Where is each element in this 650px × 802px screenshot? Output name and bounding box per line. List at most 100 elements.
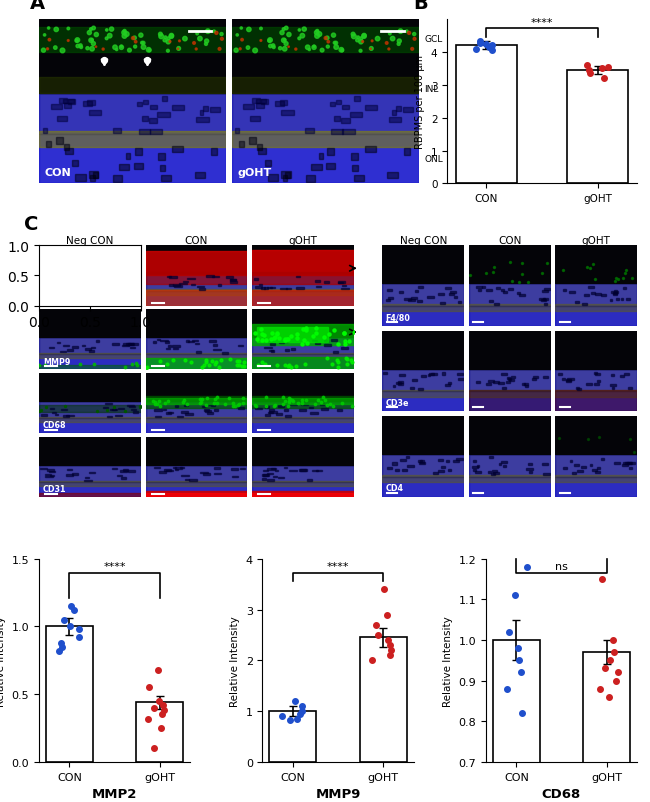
Bar [266,287,272,289]
Point [44,34,55,47]
Bar [126,344,133,346]
Bar [317,286,320,288]
Bar [412,380,417,382]
Point [75,358,85,371]
Bar [207,404,211,406]
Bar [127,405,134,407]
Bar [39,481,140,487]
Bar [92,279,99,281]
Point [142,361,152,374]
Point [83,43,93,55]
Point [250,45,261,58]
Point [394,35,404,48]
Bar [343,130,355,135]
Bar [601,458,604,460]
Point [297,397,307,410]
Bar [491,473,495,476]
Bar [87,100,95,106]
Point [325,399,335,411]
Point [195,397,205,410]
Text: ****: **** [327,561,349,571]
Point [88,38,99,51]
Point [228,400,239,413]
Point [284,392,294,405]
Point [40,358,50,371]
Bar [456,47,517,184]
Point [291,360,302,373]
Point [336,44,346,57]
Point [554,431,564,444]
Bar [39,132,226,148]
Point [294,33,304,46]
Bar [489,457,493,459]
Bar [205,411,211,412]
Point [88,358,99,371]
Bar [621,298,623,301]
Text: MMP2: MMP2 [43,294,71,302]
Bar [285,350,289,351]
Point [110,42,120,55]
Point [163,395,174,408]
Bar [112,344,120,345]
Bar [55,414,58,415]
Point [280,333,290,346]
Point [318,331,329,344]
Bar [502,388,506,390]
Bar [64,103,72,108]
Point [182,398,192,411]
Bar [309,407,313,409]
Title: gOHT: gOHT [289,235,317,245]
Bar [299,470,305,472]
Bar [625,299,630,301]
Bar [432,473,437,475]
Bar [39,290,140,295]
Bar [472,467,478,468]
Bar [75,175,86,181]
Bar [263,470,268,472]
Point [301,322,311,335]
Bar [583,652,630,802]
Bar [406,457,409,459]
Bar [192,340,198,342]
Bar [262,475,268,476]
Point [257,355,267,368]
Point [91,29,101,42]
Point [284,396,294,409]
Bar [341,119,350,124]
Bar [39,493,140,497]
Bar [65,148,73,155]
Bar [57,138,63,145]
Bar [404,148,410,156]
Point [174,43,184,56]
Point [53,645,64,658]
Bar [577,389,581,391]
Bar [526,468,533,471]
Bar [450,292,456,294]
Bar [442,373,445,375]
Point [84,27,94,40]
Bar [252,396,354,408]
Point [144,681,154,694]
Point [309,41,319,54]
Bar [146,437,247,465]
Bar [105,403,112,405]
Bar [279,342,283,344]
Point [200,354,211,367]
Bar [383,372,387,374]
Bar [418,388,423,391]
Point [330,325,340,338]
Bar [134,164,142,170]
Bar [408,466,413,468]
Bar [336,100,341,105]
Bar [257,328,328,342]
Bar [238,407,244,409]
Bar [168,346,172,347]
Bar [298,410,306,411]
Bar [333,351,338,353]
Bar [143,100,148,105]
Bar [273,476,276,477]
Bar [196,119,209,124]
Bar [255,408,262,410]
Bar [252,354,354,359]
Bar [146,252,247,276]
